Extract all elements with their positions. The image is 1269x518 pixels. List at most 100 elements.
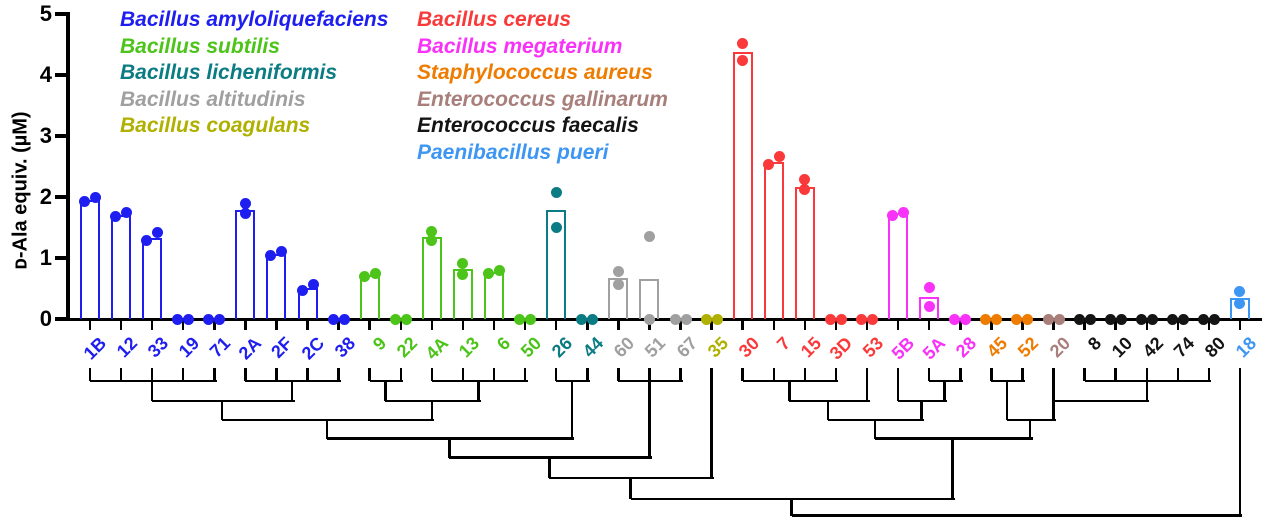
dendrogram-bracket xyxy=(90,379,217,383)
legend-item-aureus: Staphylococcus aureus xyxy=(417,61,653,84)
y-tick-label: 5 xyxy=(39,1,52,26)
data-point xyxy=(991,313,1003,325)
dendrogram-leaf-tick xyxy=(834,368,838,381)
dendrogram-leaf-tick xyxy=(648,368,651,381)
y-tick-label: 1 xyxy=(39,245,52,270)
bar-60 xyxy=(608,278,629,319)
data-point xyxy=(680,313,692,325)
data-point xyxy=(265,250,277,262)
data-point xyxy=(550,222,562,233)
x-tick-mark xyxy=(306,319,309,330)
x-tick-mark xyxy=(803,319,807,330)
data-point xyxy=(949,313,961,325)
x-tick-mark xyxy=(150,319,154,330)
dendrogram-leaf-tick xyxy=(896,368,900,401)
dendrogram-stem xyxy=(873,420,877,439)
data-point xyxy=(1084,313,1096,325)
data-point xyxy=(824,313,836,325)
x-tick-mark xyxy=(554,319,558,330)
bar-6 xyxy=(484,272,505,319)
x-tick-mark xyxy=(244,319,247,330)
data-point xyxy=(90,191,101,203)
legend-item-coagulans: Bacillus coagulans xyxy=(120,114,311,137)
dendrogram-leaf-tick xyxy=(430,368,434,381)
data-point xyxy=(799,183,811,195)
data-point xyxy=(389,313,401,325)
data-point xyxy=(587,313,599,325)
dendrogram-leaf-tick xyxy=(959,368,962,381)
bar-12 xyxy=(111,214,132,319)
dendrogram-leaf-tick xyxy=(275,368,278,381)
dendrogram-stem xyxy=(826,401,830,420)
data-point xyxy=(239,198,251,210)
data-point xyxy=(525,313,537,325)
data-point xyxy=(307,279,319,291)
data-point xyxy=(327,313,339,325)
data-point xyxy=(1208,313,1220,325)
data-point xyxy=(1146,313,1158,325)
data-point xyxy=(762,159,774,171)
x-tick-mark xyxy=(492,319,496,330)
bar-26 xyxy=(546,210,567,319)
dendrogram-leaf-tick xyxy=(1207,368,1211,381)
dendrogram-join xyxy=(791,514,1243,517)
dendrogram-leaf-tick xyxy=(1145,368,1148,381)
data-point xyxy=(898,206,910,218)
bar-5A xyxy=(919,297,940,319)
dendrogram-join xyxy=(326,437,575,440)
x-tick-mark xyxy=(1176,319,1180,330)
data-point xyxy=(1177,313,1189,325)
data-point xyxy=(1135,313,1147,325)
data-point xyxy=(887,209,899,221)
x-tick-mark xyxy=(1114,319,1117,330)
data-point xyxy=(121,207,133,219)
data-point xyxy=(1234,286,1246,298)
data-point xyxy=(980,313,992,325)
bar-15 xyxy=(794,186,815,319)
data-point xyxy=(426,235,438,247)
data-point xyxy=(711,313,723,325)
data-point xyxy=(1104,313,1116,325)
x-tick-mark xyxy=(710,319,713,330)
x-tick-mark xyxy=(461,319,465,330)
legend-item-amyloliquefaciens: Bacillus amyloliquefaciens xyxy=(120,8,389,31)
data-point xyxy=(1234,298,1246,310)
y-tick-mark xyxy=(55,73,68,77)
x-tick-mark xyxy=(896,319,900,330)
data-point xyxy=(700,313,712,325)
data-point xyxy=(457,268,469,280)
dendrogram-stem xyxy=(1005,381,1009,420)
dendrogram-stem xyxy=(788,381,791,401)
y-tick-label: 2 xyxy=(39,184,52,209)
data-point xyxy=(426,225,438,237)
data-point xyxy=(576,313,588,325)
dendrogram-leaf-tick xyxy=(181,368,185,381)
dendrogram-bracket xyxy=(618,379,684,383)
x-tick-mark xyxy=(1052,319,1055,330)
dendrogram-leaf-tick xyxy=(803,368,807,381)
dendrogram-leaf-tick xyxy=(150,368,154,381)
dendrogram-leaf-tick xyxy=(492,368,496,381)
dendrogram-leaf-tick xyxy=(523,368,527,381)
dendrogram-leaf-tick xyxy=(990,368,993,381)
dendrogram-stem xyxy=(325,420,329,439)
dendrogram-stem xyxy=(477,381,480,401)
data-point xyxy=(643,230,655,242)
dendrogram-stem xyxy=(1028,420,1032,439)
data-point xyxy=(799,173,811,185)
dendrogram-leaf-tick xyxy=(617,368,620,381)
data-point xyxy=(494,265,506,277)
x-tick-mark xyxy=(368,319,371,330)
x-tick-mark xyxy=(679,319,682,330)
dendrogram-join xyxy=(1053,399,1150,403)
x-tick-mark xyxy=(119,319,123,330)
y-tick-mark xyxy=(55,12,68,16)
y-tick-mark xyxy=(55,256,68,260)
dendrogram-leaf-tick xyxy=(213,368,216,381)
x-tick-mark xyxy=(959,319,962,330)
x-tick-mark xyxy=(1083,319,1086,330)
x-tick-mark xyxy=(275,319,278,330)
legend-item-faecalis: Enterococcus faecalis xyxy=(417,114,639,137)
x-tick-mark xyxy=(772,319,776,330)
